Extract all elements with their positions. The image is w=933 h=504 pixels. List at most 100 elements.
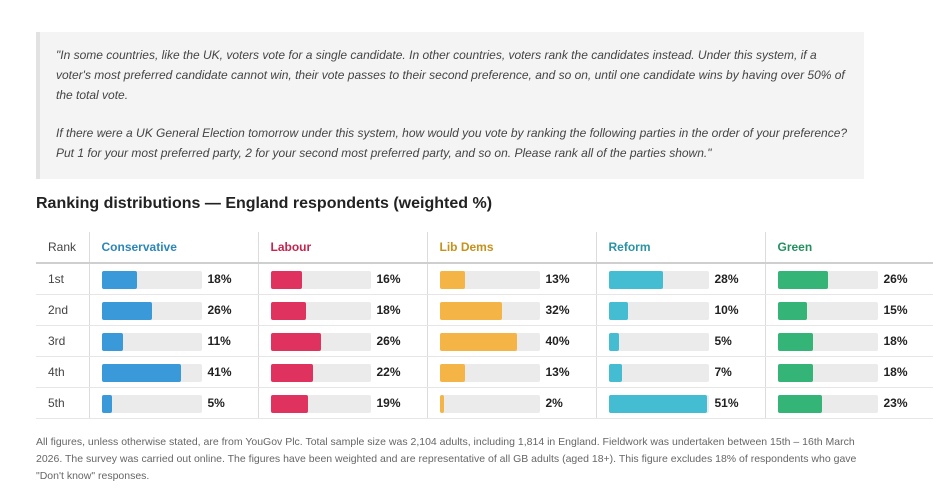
value-label: 51% bbox=[714, 396, 739, 410]
bar-reform bbox=[608, 302, 628, 320]
rank-label: 2nd bbox=[36, 294, 89, 326]
cell-conservative: 26% bbox=[88, 294, 258, 326]
value-label: 19% bbox=[376, 396, 401, 410]
cell-lib-dems: 13% bbox=[426, 263, 596, 295]
cell-labour: 26% bbox=[257, 325, 427, 357]
value-label: 28% bbox=[714, 272, 739, 286]
bar-green bbox=[777, 395, 822, 413]
value-label: 26% bbox=[883, 272, 908, 286]
value-label: 18% bbox=[207, 272, 232, 286]
bar-track bbox=[439, 364, 540, 382]
bar-track bbox=[608, 271, 709, 289]
value-label: 26% bbox=[376, 334, 401, 348]
cell-conservative: 5% bbox=[88, 387, 258, 419]
value-label: 32% bbox=[545, 303, 570, 317]
value-label: 18% bbox=[883, 365, 908, 379]
value-label: 18% bbox=[376, 303, 401, 317]
table-header-row: Rank Conservative Labour Lib Dems Reform Gre… bbox=[36, 232, 933, 264]
bar-green bbox=[777, 271, 828, 289]
bar-lib-dems bbox=[439, 333, 517, 351]
table-row: 1st 18% 16% 13% 28% 26% bbox=[36, 263, 933, 295]
cell-green: 23% bbox=[764, 387, 933, 419]
ranking-table: Rank Conservative Labour Lib Dems Reform Gre… bbox=[36, 232, 933, 419]
bar-labour bbox=[270, 364, 313, 382]
bar-labour bbox=[270, 271, 302, 289]
bar-track bbox=[270, 271, 371, 289]
survey-question: "In some countries, like the UK, voters … bbox=[36, 32, 864, 179]
value-label: 13% bbox=[545, 272, 570, 286]
bar-track bbox=[270, 364, 371, 382]
bar-labour bbox=[270, 302, 306, 320]
value-label: 5% bbox=[714, 334, 732, 348]
cell-green: 26% bbox=[764, 263, 933, 295]
rank-label: 4th bbox=[36, 356, 89, 388]
party-header-reform: Reform bbox=[595, 232, 765, 264]
cell-lib-dems: 2% bbox=[426, 387, 596, 419]
bar-green bbox=[777, 333, 813, 351]
bar-track bbox=[608, 364, 709, 382]
bar-track bbox=[777, 395, 878, 413]
bar-track bbox=[777, 302, 878, 320]
table-row: 2nd 26% 18% 32% 10% 15% bbox=[36, 294, 933, 326]
bar-track bbox=[101, 395, 202, 413]
cell-reform: 51% bbox=[595, 387, 765, 419]
cell-conservative: 18% bbox=[88, 263, 258, 295]
cell-conservative: 41% bbox=[88, 356, 258, 388]
bar-track bbox=[101, 333, 202, 351]
table-row: 5th 5% 19% 2% 51% 23% bbox=[36, 387, 933, 419]
value-label: 22% bbox=[376, 365, 401, 379]
cell-labour: 18% bbox=[257, 294, 427, 326]
value-label: 41% bbox=[207, 365, 232, 379]
footnote: All figures, unless otherwise stated, ar… bbox=[36, 436, 857, 482]
value-label: 2% bbox=[545, 396, 563, 410]
cell-labour: 22% bbox=[257, 356, 427, 388]
bar-conservative bbox=[101, 395, 112, 413]
bar-conservative bbox=[101, 333, 123, 351]
bar-track bbox=[777, 271, 878, 289]
bar-conservative bbox=[101, 302, 152, 320]
bar-conservative bbox=[101, 364, 181, 382]
bar-track bbox=[101, 302, 202, 320]
bar-track bbox=[439, 333, 540, 351]
bar-lib-dems bbox=[439, 302, 502, 320]
cell-green: 18% bbox=[764, 325, 933, 357]
bar-track bbox=[608, 302, 709, 320]
bar-reform bbox=[608, 333, 619, 351]
bar-labour bbox=[270, 333, 321, 351]
bar-lib-dems bbox=[439, 395, 444, 413]
bar-track bbox=[439, 302, 540, 320]
cell-green: 15% bbox=[764, 294, 933, 326]
question-paragraph-2: If there were a UK General Election tomo… bbox=[56, 126, 848, 160]
cell-reform: 5% bbox=[595, 325, 765, 357]
bar-track bbox=[608, 333, 709, 351]
bar-track bbox=[439, 395, 540, 413]
table-row: 3rd 11% 26% 40% 5% 18% bbox=[36, 325, 933, 357]
cell-reform: 10% bbox=[595, 294, 765, 326]
value-label: 26% bbox=[207, 303, 232, 317]
cell-reform: 28% bbox=[595, 263, 765, 295]
rank-header: Rank bbox=[36, 232, 89, 264]
question-paragraph-1: "In some countries, like the UK, voters … bbox=[56, 48, 845, 102]
bar-reform bbox=[608, 395, 707, 413]
bar-reform bbox=[608, 271, 663, 289]
bar-track bbox=[270, 333, 371, 351]
cell-green: 18% bbox=[764, 356, 933, 388]
value-label: 11% bbox=[207, 334, 231, 348]
value-label: 18% bbox=[883, 334, 908, 348]
bar-track bbox=[777, 364, 878, 382]
bar-lib-dems bbox=[439, 364, 465, 382]
party-header-green: Green bbox=[764, 232, 933, 264]
rank-label: 3rd bbox=[36, 325, 89, 357]
bar-track bbox=[777, 333, 878, 351]
bar-labour bbox=[270, 395, 308, 413]
bar-track bbox=[101, 271, 202, 289]
cell-lib-dems: 40% bbox=[426, 325, 596, 357]
party-header-conservative: Conservative bbox=[88, 232, 258, 264]
bar-track bbox=[439, 271, 540, 289]
party-header-lib-dems: Lib Dems bbox=[426, 232, 596, 264]
value-label: 16% bbox=[376, 272, 401, 286]
value-label: 13% bbox=[545, 365, 570, 379]
bar-lib-dems bbox=[439, 271, 465, 289]
rank-label: 5th bbox=[36, 387, 89, 419]
bar-track bbox=[270, 302, 371, 320]
